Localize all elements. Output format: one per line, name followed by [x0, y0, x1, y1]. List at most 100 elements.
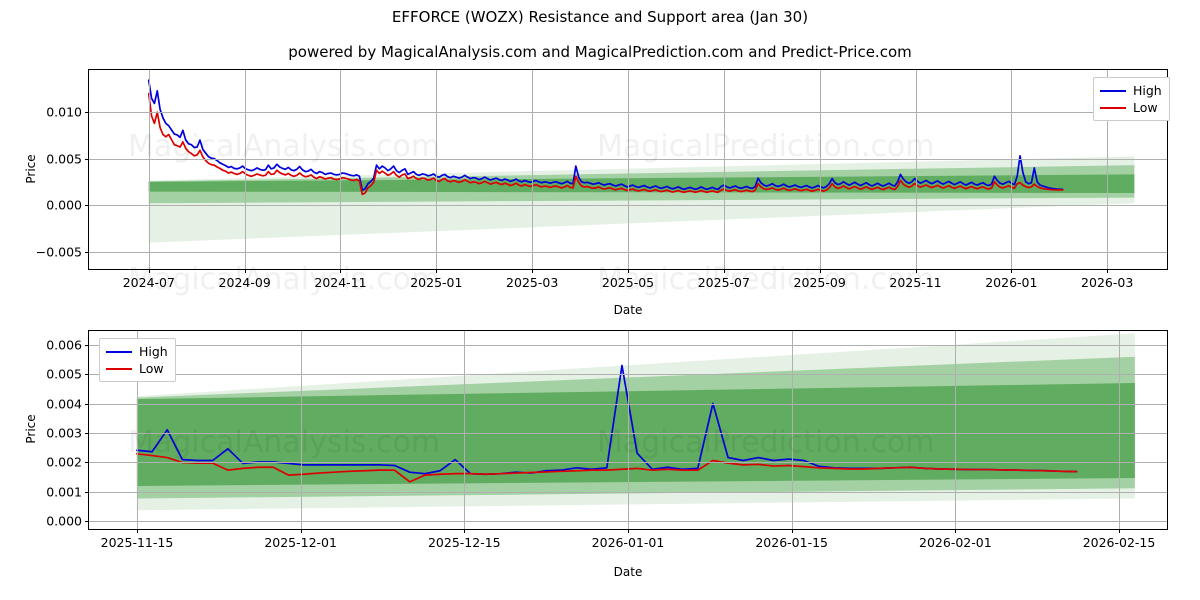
x-gridline — [1119, 331, 1121, 529]
legend-label: High — [1133, 83, 1162, 98]
x-gridline — [791, 331, 793, 529]
lower-x-axis-label: Date — [613, 565, 643, 579]
x-gridline — [1011, 70, 1013, 269]
x-tick-label: 2024-09 — [218, 275, 271, 290]
series-line-low — [137, 454, 1077, 482]
x-tick-label: 2024-07 — [122, 275, 175, 290]
x-gridline — [300, 331, 302, 529]
x-tickmark — [723, 269, 725, 273]
y-tick-label: 0.001 — [46, 484, 82, 499]
y-tick-label: 0.004 — [46, 396, 82, 412]
x-tickmark — [1119, 529, 1121, 533]
legend-entry-low: Low — [106, 360, 168, 377]
x-tick-label: 2025-03 — [506, 275, 559, 290]
y-tick-label: 0.010 — [46, 104, 82, 120]
x-tickmark — [244, 269, 246, 273]
upper-y-axis-label: Price — [24, 154, 38, 184]
chart-title: EFFORCE (WOZX) Resistance and Support ar… — [391, 8, 809, 26]
x-gridline — [1107, 70, 1109, 269]
y-tickmark — [85, 520, 89, 522]
x-tick-label: 2026-01 — [985, 275, 1038, 290]
legend-entry-low: Low — [1100, 99, 1162, 116]
upper-chart-axes: −0.005 0.000 0.005 0.010 2024-07 2024-09 2024-… — [36, 69, 1168, 290]
y-tick-label: 0.005 — [46, 151, 82, 167]
x-tick-label: 2026-03 — [1081, 275, 1134, 290]
legend-label: Low — [1133, 100, 1158, 115]
legend-line-swatch — [1100, 106, 1126, 109]
legend-label: High — [139, 344, 168, 359]
x-tick-label: 2025-05 — [601, 275, 655, 290]
x-gridline — [244, 70, 246, 269]
x-gridline — [723, 70, 725, 269]
y-tickmark — [85, 403, 89, 405]
x-tickmark — [915, 269, 917, 273]
x-gridline — [819, 70, 821, 269]
legend-label: Low — [139, 361, 164, 376]
lower-chart-legend[interactable]: High Low — [99, 338, 176, 382]
x-tickmark — [819, 269, 821, 273]
y-tick-label: 0.003 — [46, 425, 82, 441]
y-tick-label: 0.000 — [46, 197, 82, 213]
legend-line-swatch — [106, 367, 132, 370]
x-tick-label: 2025-07 — [697, 275, 750, 290]
x-tickmark — [628, 269, 629, 273]
x-gridline — [436, 70, 438, 269]
x-tickmark — [340, 269, 342, 273]
lower-y-axis-label: Price — [24, 414, 38, 444]
x-tick-label: 2025-11-15 — [100, 535, 174, 550]
x-tick-label: 2026-02-15 — [1082, 535, 1156, 550]
upper-data-layer — [89, 70, 1135, 243]
x-tickmark — [1011, 269, 1013, 273]
y-tick-label: 0.006 — [46, 337, 82, 353]
x-tickmark — [136, 529, 138, 533]
x-tickmark — [148, 269, 150, 273]
y-tick-label: −0.005 — [35, 244, 82, 260]
x-tick-label: 2025-09 — [793, 275, 846, 290]
y-tickmark — [85, 251, 89, 253]
y-tickmark — [85, 112, 89, 114]
y-tick-label: 0.005 — [46, 366, 82, 382]
chart-subtitle: powered by MagicalAnalysis.com and Magic… — [288, 43, 912, 61]
x-gridline — [464, 331, 466, 529]
series-line-low — [149, 94, 1063, 195]
x-gridline — [136, 331, 138, 529]
x-tick-label: 2026-01-01 — [591, 535, 665, 550]
y-tickmark — [85, 491, 89, 493]
x-tickmark — [532, 269, 534, 273]
x-tick-label: 2026-02-01 — [919, 535, 992, 550]
x-tickmark — [955, 529, 957, 533]
x-tickmark — [628, 529, 629, 533]
series-line-high — [149, 80, 1063, 190]
x-gridline — [628, 70, 629, 269]
x-gridline — [148, 70, 150, 269]
upper-plot-area — [89, 70, 1167, 269]
y-tick-label: 0.000 — [46, 513, 82, 529]
y-tickmark — [85, 158, 89, 160]
x-tick-label: 2025-12-15 — [427, 535, 501, 550]
x-gridline — [628, 331, 629, 529]
legend-entry-high: High — [1100, 82, 1162, 99]
x-tick-label: 2025-01 — [410, 275, 463, 290]
x-tick-label: 2024-11 — [314, 275, 367, 290]
x-tickmark — [791, 529, 793, 533]
x-gridline — [532, 70, 534, 269]
y-tick-label: 0.002 — [46, 454, 82, 470]
legend-entry-high: High — [106, 343, 168, 360]
x-tick-label: 2025-11 — [889, 275, 942, 290]
x-tickmark — [1107, 269, 1109, 273]
upper-x-axis-label: Date — [613, 303, 643, 317]
x-tickmark — [464, 529, 466, 533]
y-tickmark — [85, 462, 89, 464]
band-core-band — [136, 383, 1135, 486]
y-tickmark — [85, 432, 89, 434]
x-gridline — [955, 331, 957, 529]
upper-chart-legend[interactable]: High Low — [1093, 77, 1170, 121]
y-tickmark — [85, 205, 89, 207]
x-tick-label: 2026-01-15 — [755, 535, 828, 550]
lower-chart-axes: 0.000 0.001 0.002 0.003 0.004 0.005 0.006 2025-… — [46, 330, 1168, 550]
legend-line-swatch — [106, 350, 132, 353]
legend-line-swatch — [1100, 89, 1126, 92]
x-tickmark — [436, 269, 438, 273]
x-tickmark — [300, 529, 302, 533]
